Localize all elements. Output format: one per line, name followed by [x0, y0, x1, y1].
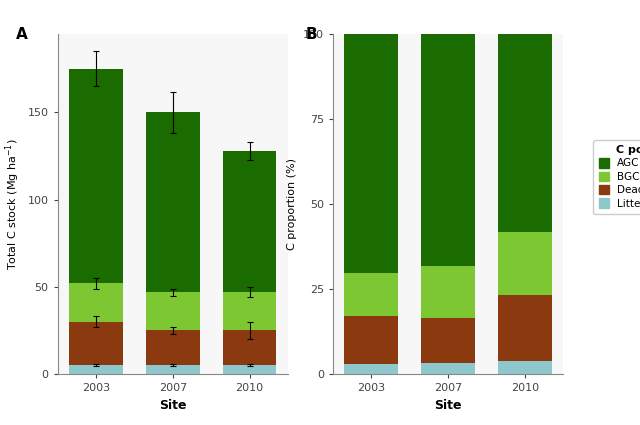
- Bar: [146, 292, 200, 330]
- Y-axis label: Total C stock (Mg ha$^{-1}$): Total C stock (Mg ha$^{-1}$): [3, 138, 22, 270]
- Bar: [69, 283, 123, 322]
- Text: B: B: [305, 27, 317, 42]
- Bar: [498, 361, 552, 374]
- Bar: [146, 365, 200, 374]
- Legend: AGC, BGC, Deadwood, Litter: AGC, BGC, Deadwood, Litter: [593, 140, 640, 214]
- Bar: [69, 69, 123, 283]
- Bar: [421, 363, 475, 374]
- Bar: [498, 34, 552, 232]
- Bar: [344, 34, 398, 273]
- Bar: [223, 151, 276, 292]
- Bar: [344, 364, 398, 374]
- Bar: [223, 330, 276, 365]
- Bar: [69, 365, 123, 374]
- Bar: [344, 315, 398, 364]
- Bar: [69, 322, 123, 365]
- Bar: [421, 317, 475, 363]
- Y-axis label: C proportion (%): C proportion (%): [287, 158, 297, 250]
- Bar: [421, 34, 475, 266]
- Bar: [498, 232, 552, 295]
- X-axis label: Site: Site: [159, 399, 186, 411]
- X-axis label: Site: Site: [435, 399, 461, 411]
- Bar: [146, 330, 200, 365]
- Text: A: A: [16, 27, 28, 42]
- Bar: [421, 266, 475, 317]
- Bar: [146, 113, 200, 292]
- Bar: [223, 292, 276, 330]
- Bar: [344, 273, 398, 315]
- Bar: [223, 365, 276, 374]
- Bar: [498, 295, 552, 361]
